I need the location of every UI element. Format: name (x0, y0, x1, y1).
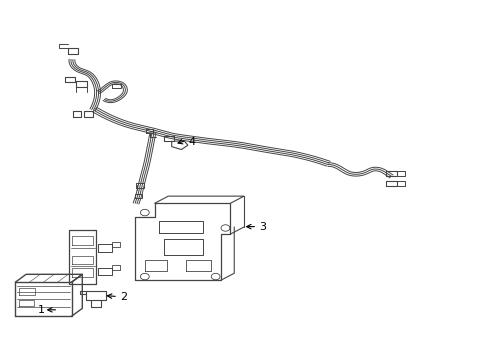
Text: 4: 4 (189, 138, 196, 147)
Text: 1: 1 (37, 305, 44, 315)
Text: 2: 2 (121, 292, 127, 302)
Text: 3: 3 (260, 222, 267, 231)
